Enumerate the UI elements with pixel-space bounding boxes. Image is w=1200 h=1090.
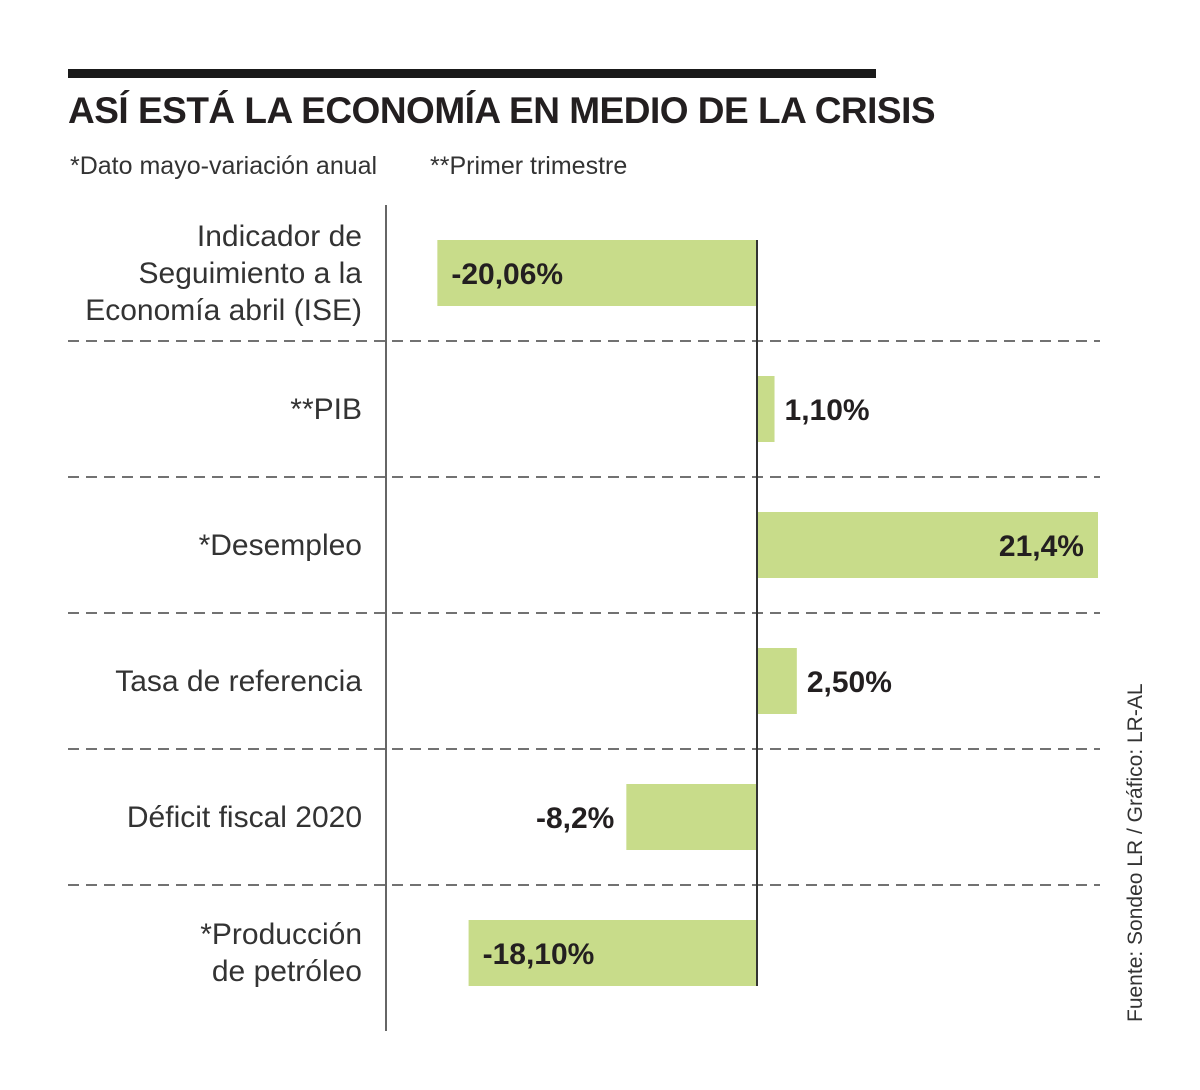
bar <box>437 240 757 306</box>
category-label: **PIB <box>42 391 362 428</box>
category-label-line: *Desempleo <box>198 528 362 562</box>
category-label-line: de petróleo <box>211 955 362 988</box>
note-may-data: *Dato mayo-variación anual <box>70 152 378 180</box>
bar <box>468 920 757 986</box>
category-label-line: Seguimiento a la <box>138 256 362 290</box>
category-label-line: *Producción <box>200 918 362 951</box>
chart-title: ASÍ ESTÁ LA ECONOMÍA EN MEDIO DE LA CRIS… <box>68 90 936 131</box>
data-label: -18,10% <box>483 938 595 971</box>
category-label-line: Indicador de <box>196 219 362 253</box>
category-label-line: Economía abril (ISE) <box>85 293 362 327</box>
category-label: Déficit fiscal 2020 <box>42 799 362 836</box>
category-label: Indicador de Seguimiento a la Economía abr… <box>42 218 362 329</box>
bar <box>757 648 797 714</box>
data-label: 2,50% <box>807 666 892 699</box>
category-label: *Producción de petróleo <box>42 916 362 990</box>
bar <box>626 784 757 850</box>
note-first-quarter: **Primer trimestre <box>430 152 628 180</box>
category-label-line: Déficit fiscal 2020 <box>126 800 362 834</box>
bar <box>757 376 775 442</box>
category-label-line: Tasa de referencia <box>115 664 362 698</box>
top-rule <box>68 69 876 78</box>
data-label: -20,06% <box>451 258 563 291</box>
source-credit: Fuente: Sondeo LR / Gráfico: LR-AL <box>1124 683 1147 1022</box>
data-label: 21,4% <box>999 530 1084 563</box>
category-label-line: **PIB <box>290 392 362 426</box>
data-label: -8,2% <box>536 802 614 835</box>
category-label: *Desempleo <box>42 527 362 564</box>
bar <box>757 512 1098 578</box>
data-label: 1,10% <box>785 394 870 427</box>
category-label: Tasa de referencia <box>42 663 362 700</box>
